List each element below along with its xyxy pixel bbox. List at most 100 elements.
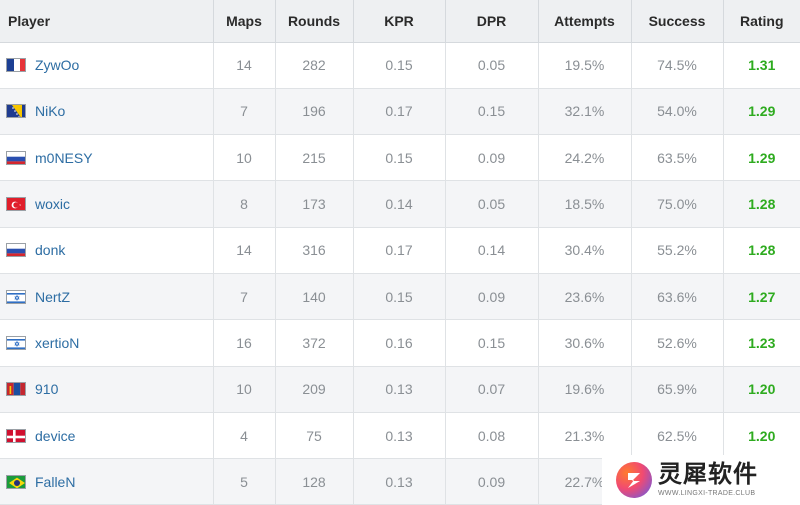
attempts-cell: 18.5% [538, 180, 632, 228]
column-header-player[interactable]: Player [0, 0, 214, 43]
kpr-cell: 0.15 [353, 273, 446, 321]
success-cell: 63.5% [631, 134, 724, 182]
rating-cell: 1.29 [723, 88, 800, 136]
player-cell: donk [0, 227, 214, 274]
player-name-link[interactable]: donk [35, 242, 66, 259]
rounds-cell: 173 [275, 180, 354, 228]
rating-cell: 1.31 [723, 42, 800, 89]
player-name-link[interactable]: xertioN [35, 334, 80, 351]
maps-cell: 8 [213, 180, 276, 228]
success-cell: 75.0% [631, 180, 724, 228]
player-name-link[interactable]: woxic [35, 196, 71, 213]
denmark-flag-icon [6, 428, 26, 443]
table-row[interactable]: NiKo 7 196 0.17 0.15 32.1% 54.0% 1.29 [0, 88, 800, 136]
table-row[interactable]: device 4 75 0.13 0.08 21.3% 62.5% 1.20 [0, 412, 800, 460]
maps-cell: 7 [213, 273, 276, 321]
table-row[interactable]: 910 10 209 0.13 0.07 19.6% 65.9% 1.20 [0, 366, 800, 413]
kpr-cell: 0.15 [353, 42, 446, 89]
maps-cell: 4 [213, 412, 276, 460]
dpr-cell: 0.07 [445, 366, 539, 413]
success-cell: 63.6% [631, 273, 724, 321]
kpr-cell: 0.14 [353, 180, 446, 228]
column-header-rating[interactable]: Rating [723, 0, 800, 43]
success-cell: 55.2% [631, 227, 724, 274]
column-header-rounds[interactable]: Rounds [275, 0, 354, 43]
rating-cell: 1.28 [723, 180, 800, 228]
brazil-flag-icon [6, 474, 26, 489]
kpr-cell: 0.17 [353, 227, 446, 274]
dpr-cell: 0.05 [445, 180, 539, 228]
player-cell: device [0, 412, 214, 460]
rounds-cell: 196 [275, 88, 354, 136]
turkey-flag-icon [6, 197, 26, 212]
column-header-maps[interactable]: Maps [213, 0, 276, 43]
player-cell: woxic [0, 180, 214, 228]
table-row[interactable]: NertZ 7 140 0.15 0.09 23.6% 63.6% 1.27 [0, 273, 800, 321]
table-row[interactable]: woxic 8 173 0.14 0.05 18.5% 75.0% 1.28 [0, 180, 800, 228]
success-cell: 54.0% [631, 88, 724, 136]
rating-cell: 1.20 [723, 412, 800, 460]
table-header-row: Player Maps Rounds KPR DPR Attempts Succ… [0, 0, 800, 43]
player-name-link[interactable]: 910 [35, 381, 59, 398]
dpr-cell: 0.15 [445, 319, 539, 367]
rounds-cell: 316 [275, 227, 354, 274]
rating-cell: 1.27 [723, 273, 800, 321]
israel-flag-icon [6, 335, 26, 350]
rounds-cell: 140 [275, 273, 354, 321]
column-header-success[interactable]: Success [631, 0, 724, 43]
mongolia-flag-icon [6, 382, 26, 397]
player-cell: xertioN [0, 319, 214, 367]
success-cell: 65.9% [631, 366, 724, 413]
player-name-link[interactable]: NertZ [35, 288, 70, 305]
attempts-cell: 21.3% [538, 412, 632, 460]
attempts-cell: 19.5% [538, 42, 632, 89]
player-cell: NertZ [0, 273, 214, 321]
attempts-cell: 32.1% [538, 88, 632, 136]
rounds-cell: 75 [275, 412, 354, 460]
rating-cell: 1.23 [723, 319, 800, 367]
player-cell: FalleN [0, 458, 214, 505]
watermark: 灵犀软件 WWW.LINGXI-TRADE.CLUB [602, 455, 800, 505]
player-name-link[interactable]: device [35, 427, 76, 444]
kpr-cell: 0.17 [353, 88, 446, 136]
kpr-cell: 0.13 [353, 412, 446, 460]
table-row[interactable]: m0NESY 10 215 0.15 0.09 24.2% 63.5% 1.29 [0, 134, 800, 182]
watermark-title: 灵犀软件 [658, 461, 758, 488]
player-cell: ZywOo [0, 42, 214, 89]
player-cell: 910 [0, 366, 214, 413]
attempts-cell: 23.6% [538, 273, 632, 321]
success-cell: 74.5% [631, 42, 724, 89]
column-header-kpr[interactable]: KPR [353, 0, 446, 43]
watermark-subtitle: WWW.LINGXI-TRADE.CLUB [658, 490, 756, 497]
rating-cell: 1.29 [723, 134, 800, 182]
attempts-cell: 24.2% [538, 134, 632, 182]
kpr-cell: 0.16 [353, 319, 446, 367]
rounds-cell: 209 [275, 366, 354, 413]
russia-flag-icon [6, 243, 26, 258]
dpr-cell: 0.09 [445, 458, 539, 505]
attempts-cell: 19.6% [538, 366, 632, 413]
player-name-link[interactable]: m0NESY [35, 149, 93, 166]
kpr-cell: 0.15 [353, 134, 446, 182]
table-row[interactable]: xertioN 16 372 0.16 0.15 30.6% 52.6% 1.23 [0, 319, 800, 367]
column-header-attempts[interactable]: Attempts [538, 0, 632, 43]
player-name-link[interactable]: ZywOo [35, 57, 80, 74]
column-header-dpr[interactable]: DPR [445, 0, 539, 43]
maps-cell: 7 [213, 88, 276, 136]
rounds-cell: 128 [275, 458, 354, 505]
dpr-cell: 0.09 [445, 134, 539, 182]
player-name-link[interactable]: FalleN [35, 473, 76, 490]
dpr-cell: 0.15 [445, 88, 539, 136]
dpr-cell: 0.09 [445, 273, 539, 321]
table-row[interactable]: donk 14 316 0.17 0.14 30.4% 55.2% 1.28 [0, 227, 800, 274]
rating-cell: 1.28 [723, 227, 800, 274]
dpr-cell: 0.05 [445, 42, 539, 89]
israel-flag-icon [6, 289, 26, 304]
player-name-link[interactable]: NiKo [35, 103, 66, 120]
attempts-cell: 30.6% [538, 319, 632, 367]
maps-cell: 10 [213, 366, 276, 413]
player-cell: NiKo [0, 88, 214, 136]
table-row[interactable]: ZywOo 14 282 0.15 0.05 19.5% 74.5% 1.31 [0, 42, 800, 89]
maps-cell: 14 [213, 227, 276, 274]
